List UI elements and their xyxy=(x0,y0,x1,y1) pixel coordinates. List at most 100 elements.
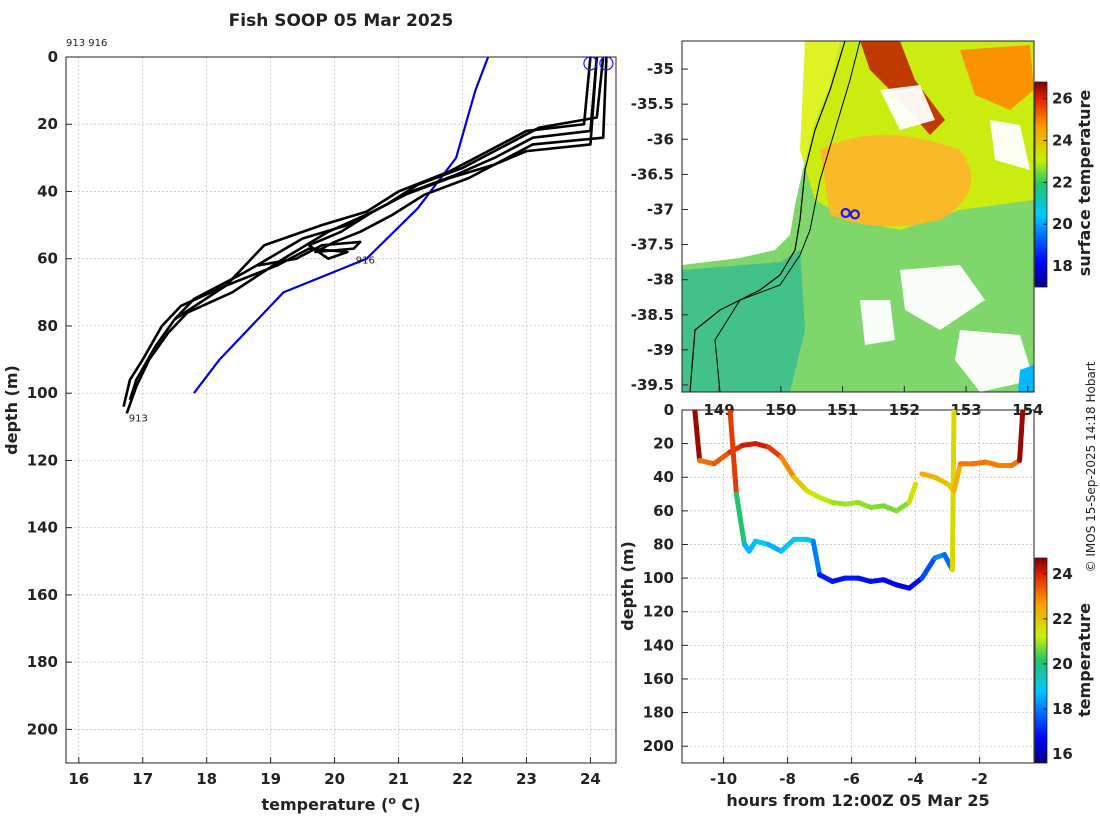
land-mask xyxy=(682,41,840,265)
profile-axes-frame xyxy=(65,56,617,764)
map-colorbar-tick-label: 20 xyxy=(1052,215,1073,233)
depth-track-segment xyxy=(778,536,797,554)
depth-track-segment xyxy=(893,499,912,514)
profile-x-tick-label: 22 xyxy=(452,770,473,788)
temp-colorbar-ticks: 16 18 20 22 24 xyxy=(1043,565,1073,763)
depth-time-y-tick-label: 20 xyxy=(653,435,674,453)
map-lat-tick-label: -36 xyxy=(647,130,674,148)
profile-x-tick-label: 16 xyxy=(68,770,89,788)
profile-grid xyxy=(66,56,616,763)
depth-track-segment xyxy=(1017,410,1026,463)
temperature-profile-line xyxy=(122,57,592,407)
depth-time-y-tick-label: 160 xyxy=(643,670,674,688)
surface-map: -35 -35.5 -36 -36.5 -37 -37.5 -38 -38.5 -39 -39.5… xyxy=(631,40,1094,419)
depth-time-y-tick-label: 0 xyxy=(664,401,674,419)
temperature-profile-line xyxy=(174,57,599,321)
cloud-gaps xyxy=(860,85,1034,392)
depth-time-ticks: -10 -8 -6 -4 -2 0 20 40 60 80 100 120 140 160 180 200 xyxy=(643,401,988,788)
map-drop-marker xyxy=(840,207,851,219)
depth-track-segment xyxy=(810,538,823,578)
profile-x-tick-label: 24 xyxy=(580,770,601,788)
profile-y-tick-label: 160 xyxy=(27,586,58,604)
profile-y-tick-label: 0 xyxy=(48,48,58,66)
profile-y-label: depth (m) xyxy=(2,365,21,455)
depth-time-y-tick-label: 60 xyxy=(653,502,674,520)
temp-colorbar-tick-label: 22 xyxy=(1052,610,1073,628)
depth-track-segment xyxy=(778,454,797,480)
depth-track-segment xyxy=(733,491,747,547)
profile-header-ids: 913 916 xyxy=(66,38,107,49)
map-cool-water xyxy=(682,250,805,392)
depth-time-y-tick-label: 100 xyxy=(643,569,674,587)
depth-time-tracks xyxy=(692,410,1026,591)
depth-track-segment xyxy=(951,461,963,494)
profile-y-tick-label: 100 xyxy=(27,384,58,402)
depth-time-x-tick-label: -2 xyxy=(971,770,988,788)
profile-y-tick-label: 80 xyxy=(37,317,58,335)
depth-time-y-tick-label: 80 xyxy=(653,535,674,553)
depth-track-segment xyxy=(906,575,925,591)
temperature-profile-line xyxy=(128,57,605,401)
profile-x-tick-label: 19 xyxy=(260,770,281,788)
map-axes-frame xyxy=(681,40,1035,393)
map-colorbar-tick-label: 24 xyxy=(1052,132,1073,150)
map-lat-tick-label: -38 xyxy=(647,271,674,289)
depth-time-y-tick-label: 40 xyxy=(653,468,674,486)
map-markers xyxy=(840,207,861,220)
temp-colorbar-tick-label: 16 xyxy=(1052,745,1073,763)
depth-time-y-label: depth (m) xyxy=(618,541,637,631)
depth-time-x-tick-label: -6 xyxy=(843,770,860,788)
profile-x-tick-label: 20 xyxy=(324,770,345,788)
map-colorbar-tick-label: 22 xyxy=(1052,173,1073,191)
map-colorbar-tick-label: 18 xyxy=(1052,257,1073,275)
map-drop-marker xyxy=(849,209,861,220)
map-lat-tick-label: -37.5 xyxy=(631,236,674,254)
map-colorbar-label: surface temperature xyxy=(1075,90,1094,277)
depth-track-segment xyxy=(906,481,919,505)
profile-y-tick-label: 120 xyxy=(27,451,58,469)
map-warm-patch xyxy=(960,45,1034,110)
credit-text: © IMOS 15-Sep-2025 14:18 Hobart xyxy=(1084,361,1098,572)
profile-id-label: 913 xyxy=(129,414,148,425)
map-lat-tick-label: -35.5 xyxy=(631,95,674,113)
depth-track-segment xyxy=(791,474,810,494)
profile-y-tick-label: 20 xyxy=(37,115,58,133)
map-cold-patch xyxy=(1018,365,1034,392)
profile-x-tick-label: 21 xyxy=(388,770,409,788)
map-colorbar xyxy=(1034,81,1048,288)
surface-marker xyxy=(599,56,614,71)
map-lat-tick-label: -35 xyxy=(647,60,674,78)
profile-x-label: temperature (o C) xyxy=(261,794,420,814)
depth-track-segment xyxy=(692,410,703,463)
temp-colorbar-tick-label: 18 xyxy=(1052,700,1073,718)
profile-y-tick-label: 60 xyxy=(37,250,58,268)
map-lat-tick-label: -38.5 xyxy=(631,306,674,324)
profile-x-tick-label: 23 xyxy=(516,770,537,788)
depth-time-x-label: hours from 12:00Z 05 Mar 25 xyxy=(726,791,989,810)
profile-y-tick-label: 200 xyxy=(27,720,58,738)
temp-colorbar-label: temperature xyxy=(1075,603,1094,717)
climatology-line xyxy=(193,57,490,394)
temperature-profile-line xyxy=(257,57,608,267)
map-eddy xyxy=(820,135,972,227)
depth-time-y-tick-label: 180 xyxy=(643,704,674,722)
depth-time-y-tick-label: 200 xyxy=(643,737,674,755)
depth-time-x-tick-label: -4 xyxy=(907,770,924,788)
map-lat-tick-label: -37 xyxy=(647,200,674,218)
profile-x-tick-label: 18 xyxy=(196,770,217,788)
map-colorbar-ticks: 18 20 22 24 26 xyxy=(1043,90,1073,275)
temp-colorbar-tick-label: 20 xyxy=(1052,655,1073,673)
profile-y-tick-label: 40 xyxy=(37,182,58,200)
depth-track-segment xyxy=(919,555,938,581)
profile-y-tick-label: 180 xyxy=(27,653,58,671)
coastline xyxy=(689,41,846,392)
profile-y-tick-label: 140 xyxy=(27,519,58,537)
profile-x-tick-label: 17 xyxy=(132,770,153,788)
map-lat-tick-label: -39.5 xyxy=(631,376,674,394)
chart-title: Fish SOOP 05 Mar 2025 xyxy=(229,11,454,31)
depth-time-plot: -10 -8 -6 -4 -2 0 20 40 60 80 100 120 140 160 180 200 h… xyxy=(618,401,1094,810)
shelf-contour xyxy=(714,41,861,392)
profile-series xyxy=(122,57,608,414)
depth-time-y-tick-label: 120 xyxy=(643,603,674,621)
